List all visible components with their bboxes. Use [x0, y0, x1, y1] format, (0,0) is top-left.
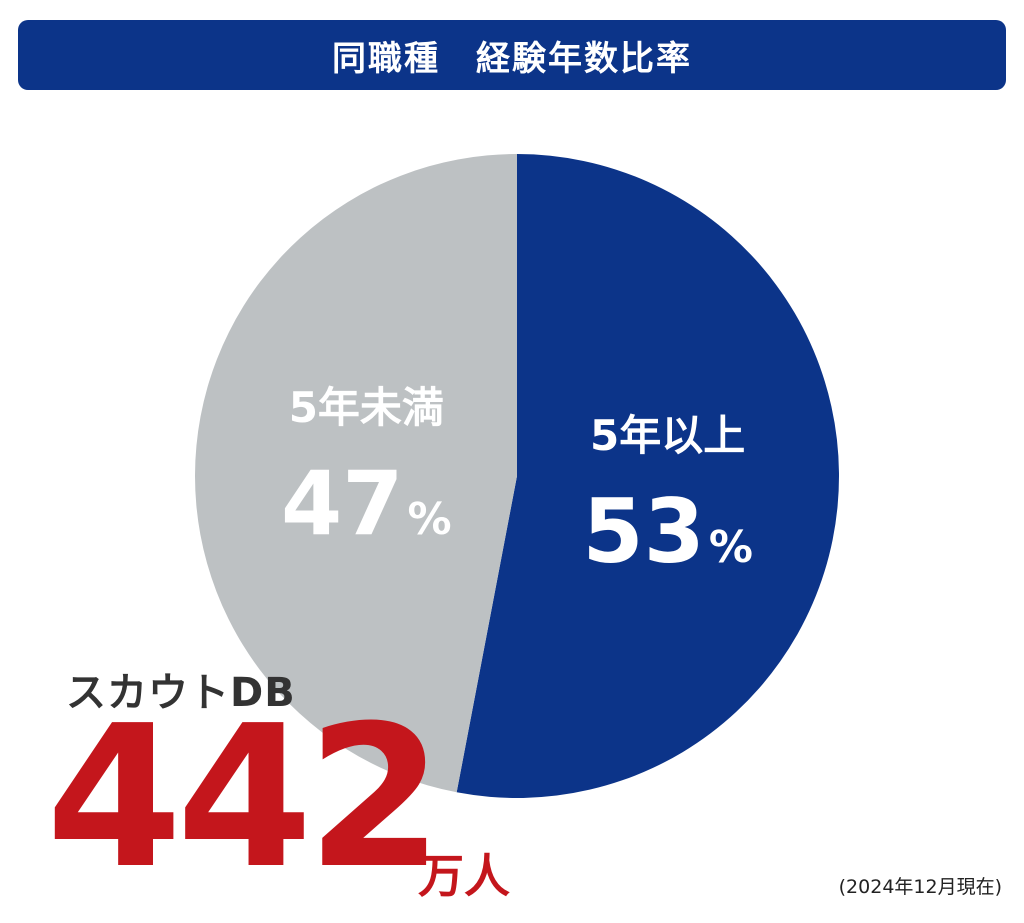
pie-slices [194, 154, 839, 798]
database-count-unit: 万人 [418, 849, 510, 903]
pie-slice-value-0: 53% [582, 480, 753, 583]
title-bar: 同職種 経験年数比率 [18, 20, 1006, 90]
pie-slice-label-0: 5年以上 [590, 411, 745, 460]
pie-slice-value-1: 47% [281, 452, 452, 555]
pie-slice-1 [194, 154, 517, 793]
database-count: 442 [46, 684, 443, 912]
pie-labels: 5年以上 53% 5年未満 47% [281, 383, 753, 583]
pie-slice-label-1: 5年未満 [289, 383, 444, 432]
pie-slice-0 [456, 154, 839, 798]
page-title: 同職種 経験年数比率 [332, 38, 692, 79]
as-of-date: (2024年12月現在) [838, 876, 1002, 898]
database-label: スカウトDB [66, 670, 296, 716]
